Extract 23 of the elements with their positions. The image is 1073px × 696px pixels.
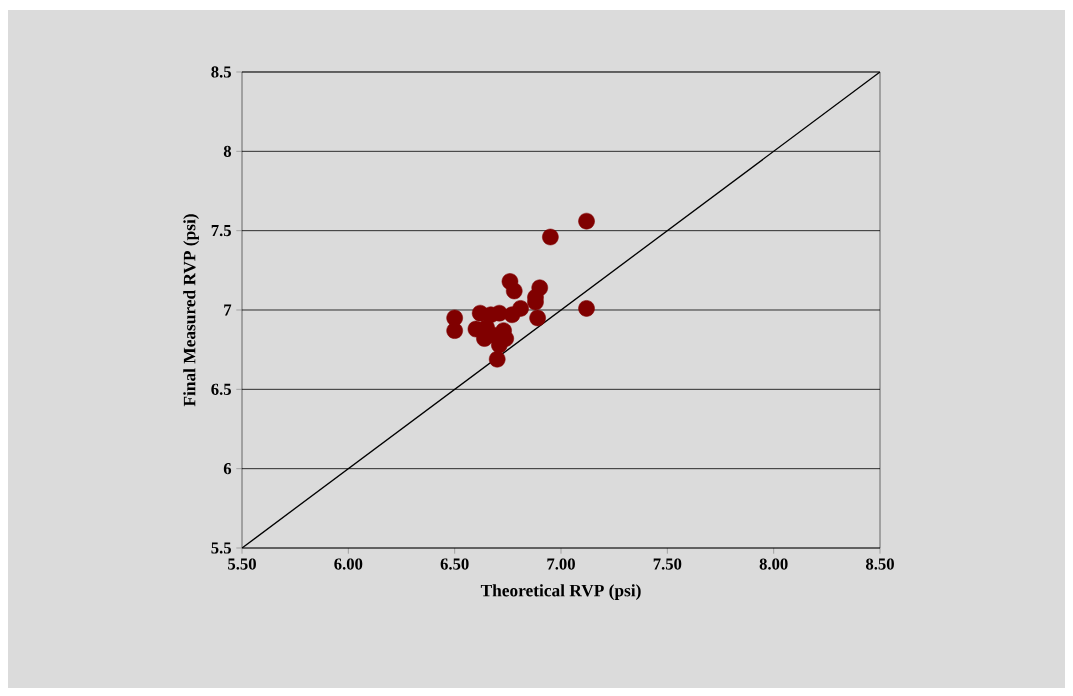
x-tick-label: 5.50 — [228, 558, 256, 570]
x-axis-title: Theoretical RVP (psi) — [480, 584, 641, 600]
y-tick-label: 7.5 — [211, 225, 231, 237]
y-tick-label: 6 — [223, 463, 232, 475]
x-tick-label: 6.00 — [334, 558, 363, 570]
x-tick-label: 8.00 — [759, 558, 788, 570]
y-tick-label: 7 — [224, 304, 232, 316]
point — [446, 322, 463, 339]
x-tick-label: 7.00 — [547, 558, 575, 570]
y-tick-label: 8 — [223, 145, 232, 157]
point — [542, 228, 559, 246]
y-axis-title: Final Measured RVP (psi) — [183, 214, 199, 407]
point — [488, 350, 506, 368]
point — [505, 282, 523, 300]
y-tick-label: 6.5 — [211, 383, 231, 395]
point — [578, 212, 595, 230]
y-tick-label: 5.5 — [211, 542, 231, 554]
point — [578, 300, 595, 317]
x-tick-label: 6.50 — [440, 558, 469, 570]
y-tick-label: 8.5 — [211, 66, 231, 78]
x-tick-label: 8.50 — [865, 558, 894, 570]
x-tick-label: 7.50 — [653, 558, 682, 570]
point — [529, 309, 546, 327]
